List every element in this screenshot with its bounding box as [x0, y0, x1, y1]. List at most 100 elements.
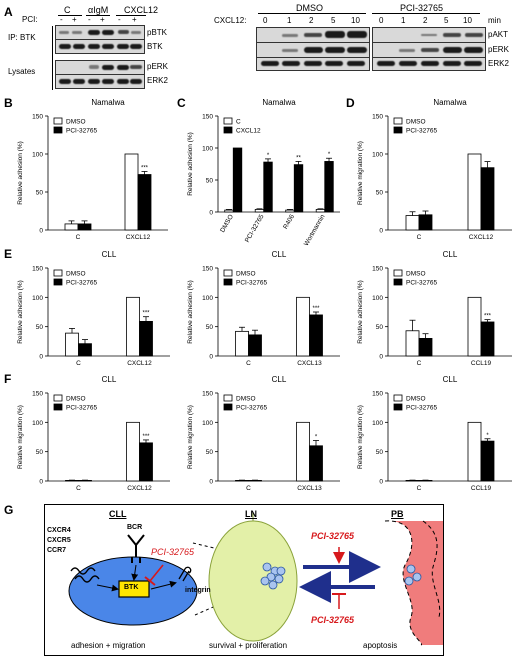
significance-label: ***	[141, 165, 149, 171]
chart-title: CLL	[102, 375, 117, 384]
legend-swatch	[393, 117, 403, 125]
blot-perk-dmso	[256, 42, 370, 58]
panel-letter-e: E	[4, 247, 13, 261]
blot-band	[464, 47, 483, 53]
legend-swatch	[53, 403, 63, 411]
blot-band	[59, 44, 71, 49]
pci-sign: +	[100, 15, 105, 24]
x-tick-label: CCL19	[471, 360, 492, 367]
x-tick-label: PCI-32765	[244, 213, 266, 244]
blot-band	[261, 61, 279, 66]
y-tick-label: 0	[39, 354, 43, 361]
blot-btk	[55, 39, 145, 54]
blot-band	[102, 30, 114, 35]
legend-label: PCI-32765	[66, 128, 97, 135]
chart-title: CLL	[443, 375, 458, 384]
bar	[64, 223, 79, 231]
ln-caption: survival + proliferation	[209, 641, 288, 650]
row-label: BTK	[147, 42, 163, 51]
blot-pakt-pci	[372, 27, 486, 43]
bar	[65, 332, 79, 357]
x-tick-label: CXCL13	[297, 485, 322, 492]
x-tick-label: C	[246, 360, 251, 367]
chart-c: Namalwa Relative adhesion (%) 0 50 100 150 DMS…	[187, 98, 340, 246]
y-tick-label: 150	[32, 391, 43, 398]
min-label: min	[488, 16, 501, 25]
bar	[78, 343, 92, 357]
y-tick-label: 150	[202, 391, 213, 398]
y-tick-label: 50	[206, 324, 214, 331]
drug-label: PCI-32765	[311, 531, 355, 541]
legend-swatch	[393, 403, 403, 411]
pb-cells	[404, 564, 422, 586]
chart-b: Namalwa Relative adhesion (%) 0 50 100 150 C CX…	[17, 98, 168, 241]
row-label: pERK	[147, 62, 168, 71]
drug-label: PCI-32765	[311, 615, 355, 625]
bar	[309, 445, 323, 482]
blot-band	[465, 33, 483, 37]
ip-label: IP: BTK	[8, 33, 36, 42]
lymph-node	[208, 520, 298, 642]
y-tick-label: 50	[36, 190, 44, 197]
pb-title: PB	[391, 509, 404, 519]
blot-band	[89, 65, 99, 69]
legend-swatch	[223, 126, 233, 134]
bar	[418, 338, 433, 357]
x-tick-label: CXCL12	[127, 360, 152, 367]
chart-title: Namalwa	[262, 98, 296, 107]
bar	[263, 161, 273, 213]
blot-band	[421, 34, 437, 36]
x-tick-label: Wortmannin	[303, 213, 327, 246]
y-tick-label: 150	[32, 114, 43, 121]
group-label: αIgM	[88, 5, 109, 15]
blot-band	[443, 33, 461, 37]
blot-band	[282, 34, 298, 37]
group-label: PCI-32765	[400, 3, 444, 13]
chart-f3: CLL Relative migration (%) 0 50 100 150 C CCL19…	[357, 375, 512, 492]
y-tick-label: 100	[372, 152, 383, 159]
blot-band	[102, 44, 114, 49]
legend-swatch	[393, 269, 403, 277]
receptor-icon	[70, 567, 96, 575]
bar	[248, 334, 262, 357]
blot-band	[282, 61, 300, 66]
time-label: 2	[309, 16, 314, 25]
legend-label: DMSO	[406, 396, 426, 403]
panel-letter-d: D	[346, 96, 355, 110]
legend-label: PCI-32765	[406, 280, 437, 287]
y-tick-label: 150	[372, 266, 383, 273]
bar	[126, 296, 140, 357]
panel-letter-f: F	[4, 372, 12, 386]
legend-label: C	[236, 119, 241, 126]
pci-label: PCI:	[22, 15, 38, 24]
blot-band	[73, 79, 85, 84]
legend-swatch	[223, 394, 233, 402]
y-axis-label: Relative migration (%)	[187, 405, 194, 469]
bcr-label: BCR	[127, 524, 143, 531]
row-label: pERK	[488, 45, 509, 54]
y-tick-label: 50	[376, 324, 384, 331]
blot-band	[102, 79, 114, 84]
legend-swatch	[53, 278, 63, 286]
significance-label: *	[328, 152, 331, 158]
blot-band	[88, 30, 100, 35]
legend-label: PCI-32765	[406, 128, 437, 135]
legend-swatch	[223, 269, 233, 277]
legend-label: PCI-32765	[66, 405, 97, 412]
blot-band	[325, 61, 343, 66]
time-label: 10	[463, 16, 472, 25]
bar	[418, 214, 433, 231]
bar	[77, 223, 92, 231]
y-tick-label: 100	[32, 295, 43, 302]
y-axis-label: Relative adhesion (%)	[17, 141, 24, 205]
time-label: 0	[379, 16, 384, 25]
chart-title: CLL	[443, 250, 458, 259]
blot-band	[72, 31, 82, 34]
chart-f1: CLL Relative migration (%) 0 50 100 150 C CXCL1…	[17, 375, 170, 492]
y-tick-label: 150	[202, 114, 213, 121]
pci-sign: -	[60, 15, 63, 24]
y-tick-label: 50	[206, 178, 214, 185]
significance-label: *	[486, 433, 489, 439]
y-tick-label: 50	[36, 324, 44, 331]
bar	[467, 296, 482, 357]
